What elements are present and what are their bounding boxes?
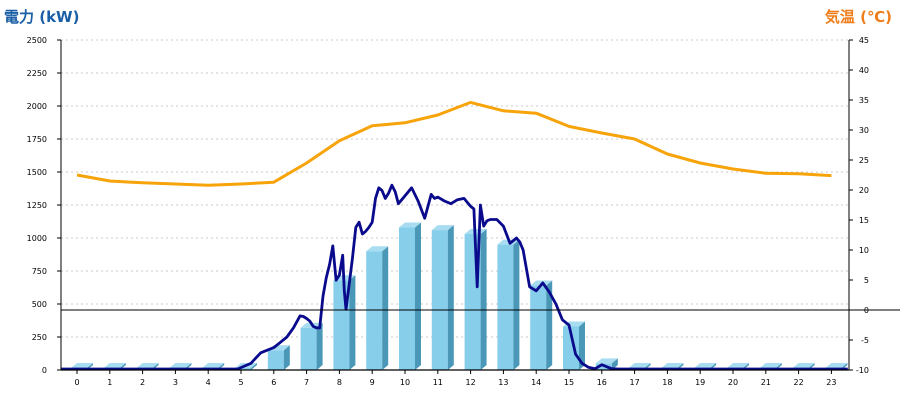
right-tick-label: 30 [859, 126, 869, 135]
x-tick-label: 21 [761, 378, 771, 387]
left-tick-label: 500 [32, 300, 47, 309]
x-tick-label: 0 [74, 378, 79, 387]
power-bar-top [825, 363, 848, 368]
x-tick-label: 12 [466, 378, 476, 387]
x-tick-label: 11 [433, 378, 443, 387]
power-bar-top [399, 222, 421, 228]
chart-lines [61, 100, 848, 371]
x-tick-label: 2 [140, 378, 145, 387]
power-bar-side [480, 229, 487, 370]
left-tick-label: 1000 [27, 234, 47, 243]
power-bar-side [382, 246, 389, 370]
power-bar-front [563, 326, 579, 370]
right-tick-label: 40 [859, 66, 869, 75]
temperature-line [76, 100, 832, 187]
right-tick-label: 15 [859, 216, 869, 225]
power-bar-front [300, 327, 317, 370]
power-bar-top [792, 363, 815, 368]
power-bar-top [595, 358, 618, 364]
x-tick-label: 22 [794, 378, 804, 387]
power-bar-top [759, 363, 782, 368]
power-bar [300, 322, 323, 370]
x-tick-label: 14 [531, 378, 541, 387]
power-bar-front [497, 244, 514, 370]
power-bar-top [431, 225, 454, 231]
left-tick-label: 2250 [27, 69, 47, 78]
power-bar-front [530, 285, 547, 370]
x-tick-label: 16 [597, 378, 607, 387]
power-bar-top [628, 363, 651, 368]
left-tick-label: 0 [42, 366, 47, 375]
power-bar [399, 222, 421, 370]
left-tick-label: 250 [32, 333, 47, 342]
x-tick-label: 13 [498, 378, 508, 387]
x-tick-label: 17 [630, 378, 640, 387]
x-tick-label: 9 [370, 378, 375, 387]
right-axis-title: 気温 (℃) [824, 8, 892, 26]
power-bar-top [202, 363, 225, 368]
left-tick-label: 1500 [27, 168, 47, 177]
x-tick-label: 18 [662, 378, 672, 387]
right-tick-label: -5 [861, 336, 869, 345]
x-tick-label: 15 [564, 378, 574, 387]
power-bar-top [71, 363, 93, 368]
x-tick-label: 20 [728, 378, 738, 387]
power-line [61, 183, 848, 371]
power-bar-front [431, 230, 448, 370]
x-tick-label: 6 [271, 378, 276, 387]
left-tick-label: 1250 [27, 201, 47, 210]
power-bar-side [447, 225, 454, 370]
power-bar-top [136, 363, 159, 368]
power-bar-side [415, 222, 421, 370]
power-bar-top [727, 363, 749, 368]
right-tick-label: 45 [859, 36, 869, 45]
left-tick-label: 750 [32, 267, 47, 276]
x-tick-label: 1 [107, 378, 112, 387]
left-tick-label: 2500 [27, 36, 47, 45]
power-bar-side [513, 239, 520, 370]
power-bar-top [694, 363, 717, 368]
power-bar-side [579, 321, 585, 370]
power-bar-side [251, 363, 257, 370]
power-bar-front [399, 227, 415, 370]
left-tick-label: 2000 [27, 102, 47, 111]
power-bar-side [316, 322, 323, 370]
power-bar-top [103, 363, 126, 368]
power-bar [497, 239, 520, 370]
power-bar-side [283, 345, 290, 370]
x-tick-label: 23 [826, 378, 836, 387]
right-tick-label: 35 [859, 96, 869, 105]
left-tick-label: 1750 [27, 135, 47, 144]
power-bar-front [267, 350, 284, 370]
x-tick-label: 7 [304, 378, 309, 387]
power-bar-top [661, 363, 684, 368]
left-axis-title: 電力 (kW) [4, 8, 80, 26]
power-bar-front [366, 251, 383, 370]
x-tick-label: 19 [695, 378, 705, 387]
power-bars [71, 222, 848, 370]
right-tick-label: -10 [856, 366, 869, 375]
x-tick-label: 3 [173, 378, 178, 387]
right-tick-label: 25 [859, 156, 869, 165]
power-bar [366, 246, 389, 370]
power-bar [431, 225, 454, 370]
right-tick-label: 20 [859, 186, 869, 195]
power-bar-side [546, 280, 553, 370]
axes-layer: 02505007501000125015001750200022502500-1… [27, 36, 900, 387]
x-tick-label: 4 [206, 378, 211, 387]
right-tick-label: 5 [864, 276, 869, 285]
x-tick-label: 5 [238, 378, 243, 387]
power-bar-side [611, 358, 618, 370]
power-bar-front [235, 368, 251, 370]
x-tick-label: 8 [337, 378, 342, 387]
grid-layer [61, 39, 849, 338]
power-bar-top [169, 363, 192, 368]
power-bar-top [366, 246, 389, 252]
power-bar [530, 280, 553, 370]
x-tick-label: 10 [400, 378, 410, 387]
power-bar [563, 321, 585, 370]
right-tick-label: 10 [859, 246, 869, 255]
power-bar-side [349, 275, 356, 370]
